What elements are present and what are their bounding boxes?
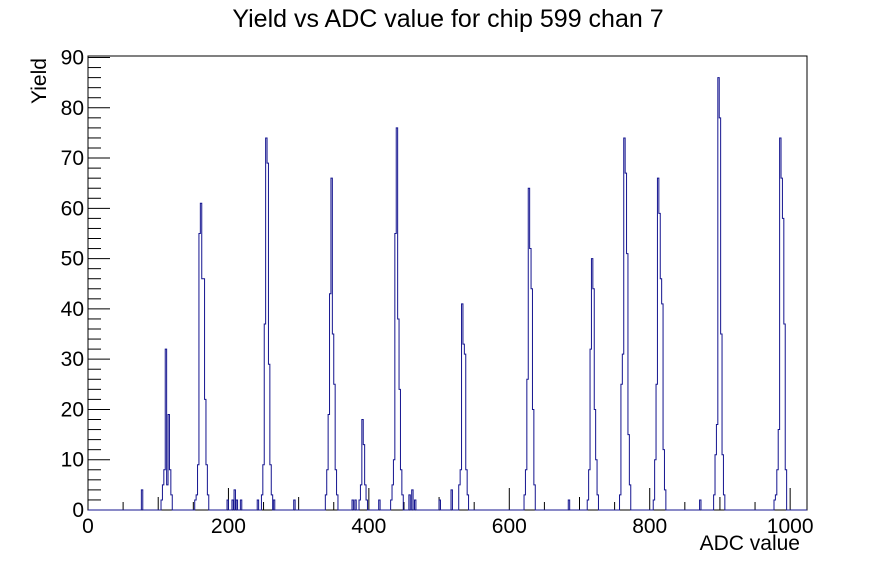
histogram-line <box>88 77 807 511</box>
x-tick-label: 1000 <box>767 515 814 538</box>
y-tick-label: 60 <box>61 197 84 220</box>
x-tick-label: 0 <box>82 515 94 538</box>
y-tick-label: 50 <box>61 248 84 271</box>
plot-frame <box>87 55 808 511</box>
y-axis-title: Yield <box>28 58 51 104</box>
y-tick-label: 70 <box>61 147 84 170</box>
chart-title: Yield vs ADC value for chip 599 chan 7 <box>232 5 663 33</box>
y-tick-label: 20 <box>61 398 84 421</box>
x-tick-label: 800 <box>632 515 667 538</box>
y-tick-label: 90 <box>61 47 84 70</box>
y-tick-label: 0 <box>72 499 84 522</box>
x-tick-label: 600 <box>492 515 527 538</box>
y-tick-label: 40 <box>61 298 84 321</box>
x-axis-title: ADC value <box>700 532 800 555</box>
y-tick-label: 30 <box>61 348 84 371</box>
x-tick-label: 200 <box>211 515 246 538</box>
y-tick-label: 10 <box>61 449 84 472</box>
x-tick-label: 400 <box>351 515 386 538</box>
y-tick-label: 80 <box>61 97 84 120</box>
